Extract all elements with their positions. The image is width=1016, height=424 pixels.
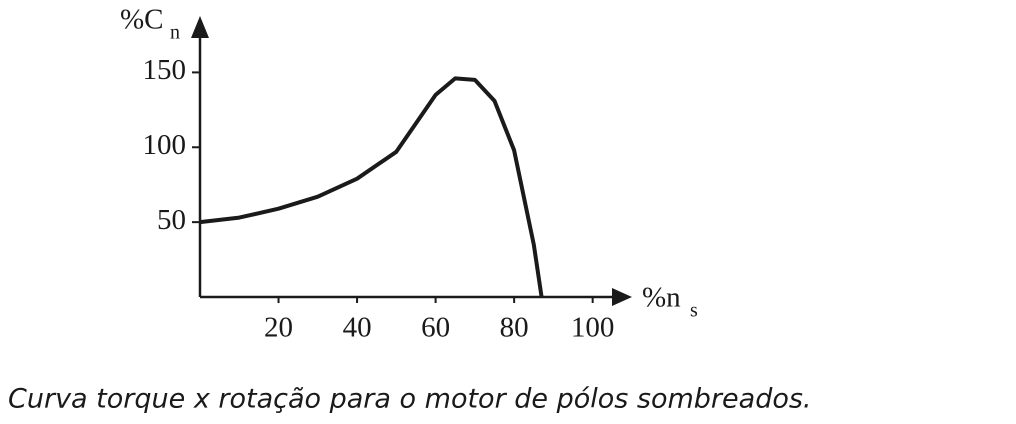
y-arrow <box>191 16 209 38</box>
y-tick-label: 50 <box>157 204 186 236</box>
y-tick-label: 100 <box>143 129 187 161</box>
y-axis-label: %C <box>120 4 164 36</box>
x-tick-label: 80 <box>500 312 529 344</box>
y-axis-label-sub: n <box>170 22 180 44</box>
torque-curve <box>199 76 544 298</box>
x-tick-label: 20 <box>264 312 293 344</box>
x-axis-label: %n <box>642 282 681 314</box>
x-tick-label: 40 <box>343 312 372 344</box>
y-tick-label: 150 <box>143 54 187 86</box>
caption: Curva torque x rotação para o motor de p… <box>8 384 812 415</box>
x-arrow <box>612 288 632 306</box>
x-tick-label: 100 <box>571 312 615 344</box>
x-tick-label: 60 <box>421 312 450 344</box>
x-axis-label-sub: s <box>690 300 698 322</box>
